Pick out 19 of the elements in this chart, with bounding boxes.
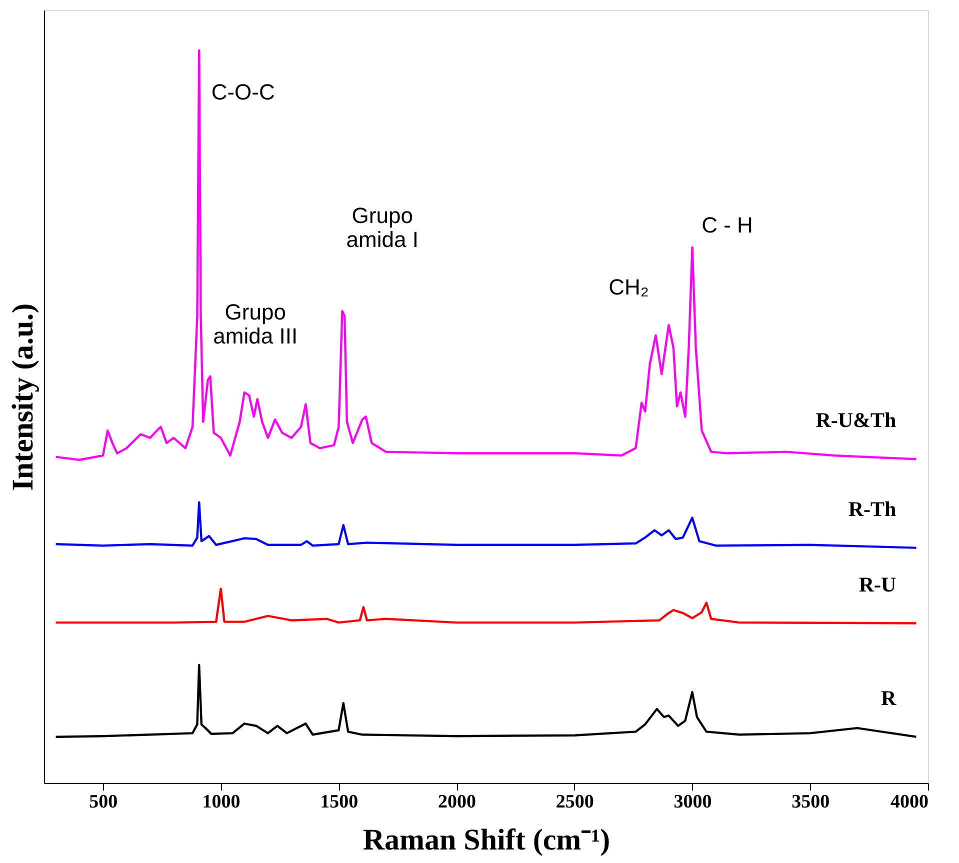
y-axis-title: Intensity (a.u.): [6, 303, 40, 491]
x-tick-label: 500: [89, 792, 118, 812]
x-tick-label: 2500: [556, 792, 594, 812]
x-tick-label: 3500: [792, 792, 830, 812]
series-label: R-U&Th: [816, 408, 897, 432]
series-label: R: [881, 686, 898, 710]
x-tick-label: 2000: [438, 792, 476, 812]
series-label: R-U: [858, 572, 896, 596]
annotation: C-O-C: [211, 79, 275, 104]
x-tick-label: 1000: [202, 792, 240, 812]
annotation: Grupo amida III: [213, 299, 298, 348]
annotation: CH₂: [608, 274, 649, 300]
x-tick-label: 4000: [890, 792, 928, 812]
annotation: Grupo amida I: [346, 203, 418, 252]
x-axis-title: Raman Shift (cm⁻¹): [362, 824, 610, 856]
x-tick-label: 3000: [674, 792, 712, 812]
series-label: R-Th: [848, 496, 897, 521]
annotation: C - H: [702, 212, 753, 238]
x-tick-label: 1500: [320, 792, 358, 812]
